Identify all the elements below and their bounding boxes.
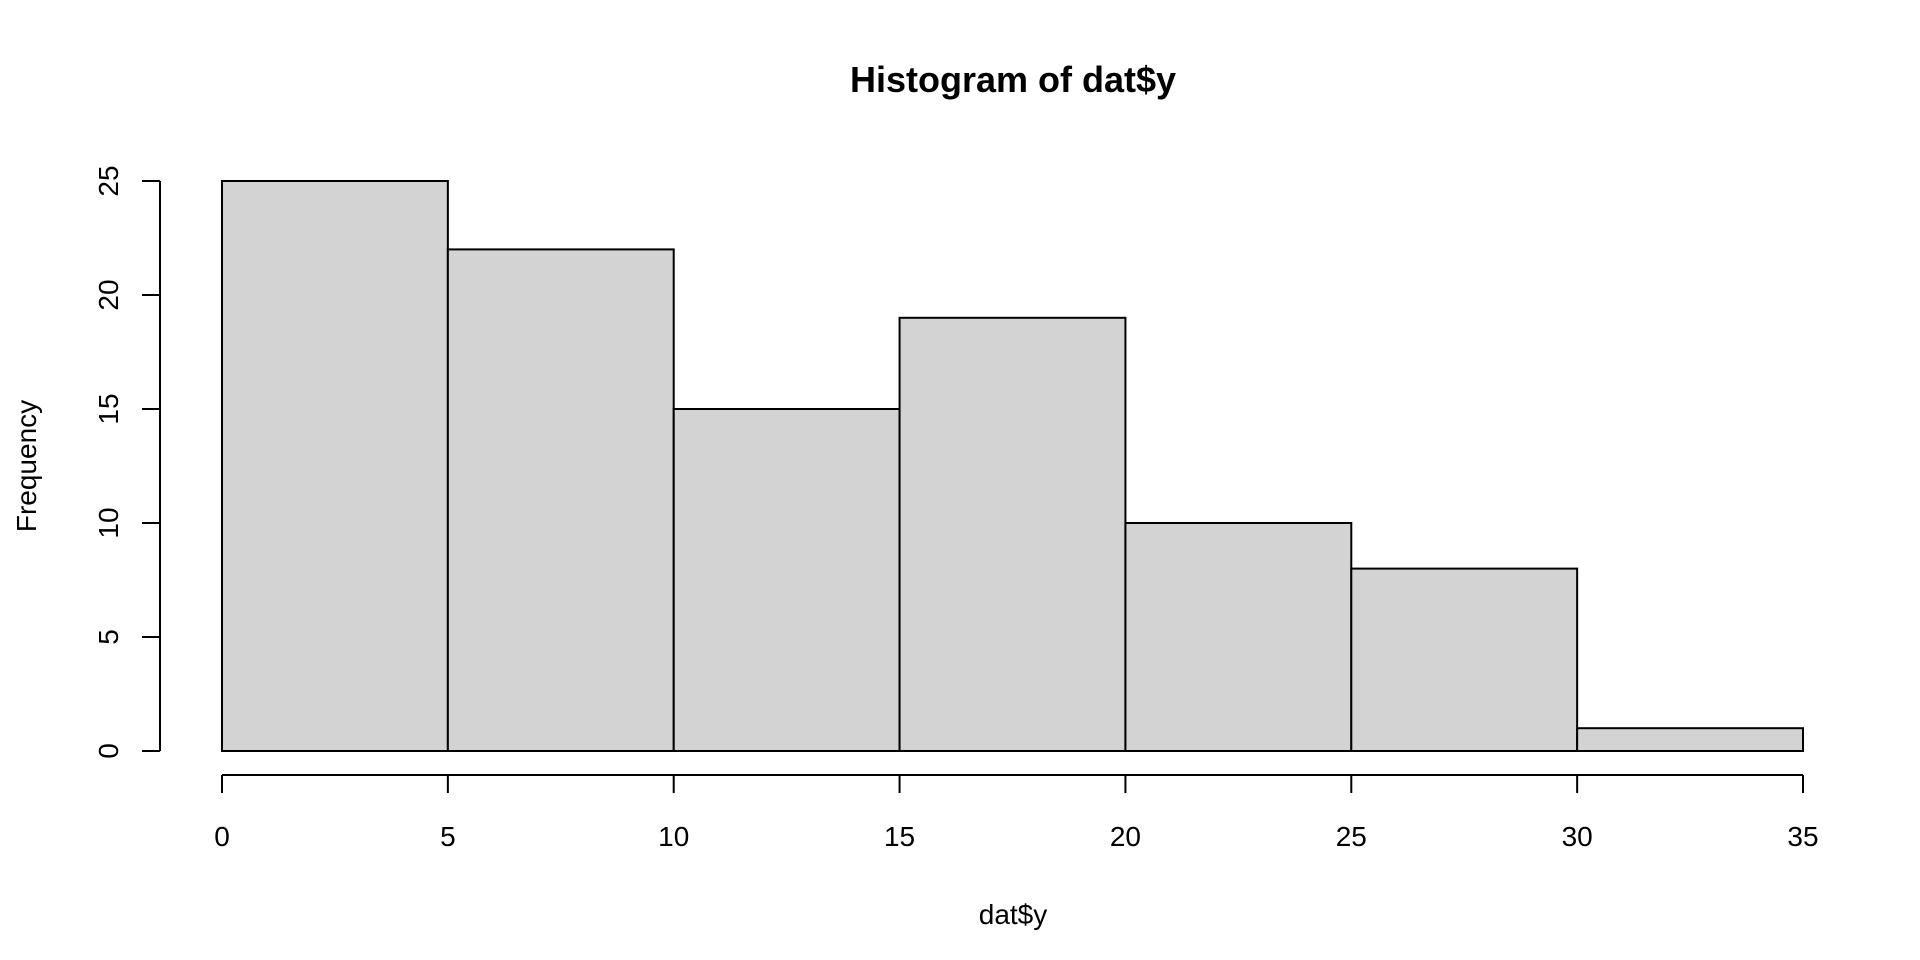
x-tick-label-6: 30 bbox=[1562, 821, 1593, 852]
histogram-bar-4 bbox=[1124, 522, 1353, 752]
y-tick-label-4: 20 bbox=[93, 279, 124, 310]
histogram-bar-2 bbox=[672, 408, 901, 752]
y-tick-label-2: 10 bbox=[93, 507, 124, 538]
bars-group bbox=[221, 180, 1804, 753]
y-tick-label-1: 5 bbox=[93, 629, 124, 645]
x-tick-label-1: 5 bbox=[440, 821, 456, 852]
y-tick-label-5: 25 bbox=[93, 165, 124, 196]
y-tick-label-3: 15 bbox=[93, 393, 124, 424]
x-axis: 0 5 10 15 20 25 30 35 bbox=[214, 774, 1819, 852]
y-axis: 0 5 10 15 20 25 bbox=[93, 165, 161, 759]
y-axis-label: Frequency bbox=[11, 400, 42, 532]
histogram-bar-0 bbox=[221, 180, 449, 752]
histogram-bar-1 bbox=[446, 248, 675, 752]
y-tick-label-0: 0 bbox=[93, 743, 124, 759]
x-tick-label-4: 20 bbox=[1110, 821, 1141, 852]
x-tick-label-7: 35 bbox=[1787, 821, 1818, 852]
histogram-bar-5 bbox=[1350, 567, 1579, 752]
chart-title: Histogram of dat$y bbox=[850, 59, 1176, 100]
x-axis-label: dat$y bbox=[979, 899, 1048, 930]
x-tick-label-0: 0 bbox=[214, 821, 230, 852]
x-tick-label-5: 25 bbox=[1336, 821, 1367, 852]
histogram-bar-6 bbox=[1576, 727, 1804, 753]
x-tick-label-3: 15 bbox=[884, 821, 915, 852]
histogram-bar-3 bbox=[898, 316, 1127, 752]
x-tick-label-2: 10 bbox=[658, 821, 689, 852]
